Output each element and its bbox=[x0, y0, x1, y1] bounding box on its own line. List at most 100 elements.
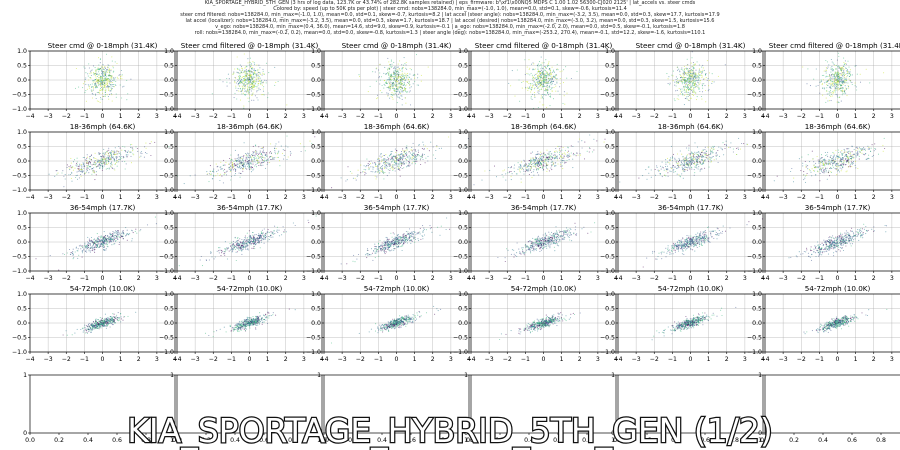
scatter-point bbox=[389, 67, 391, 69]
scatter-point bbox=[663, 169, 665, 171]
scatter-point bbox=[248, 94, 250, 96]
scatter-point bbox=[549, 68, 551, 70]
scatter-point bbox=[80, 165, 82, 167]
subplot-title: 18-36mph (64.6K) bbox=[70, 122, 136, 131]
scatter-point bbox=[681, 173, 683, 175]
scatter-point bbox=[110, 153, 112, 155]
scatter-point bbox=[679, 93, 681, 95]
scatter-point bbox=[693, 92, 695, 94]
scatter-point bbox=[95, 174, 97, 176]
scatter-point bbox=[544, 82, 546, 84]
scatter-point bbox=[246, 168, 248, 170]
scatter-point bbox=[395, 90, 398, 93]
scatter-point bbox=[558, 145, 560, 147]
scatter-point bbox=[686, 74, 688, 77]
scatter-point bbox=[414, 80, 416, 82]
scatter-point bbox=[556, 81, 558, 83]
scatter-point bbox=[108, 78, 110, 80]
scatter-point bbox=[107, 152, 109, 154]
scatter-point bbox=[397, 153, 399, 156]
scatter-point bbox=[409, 164, 411, 166]
scatter-point bbox=[691, 74, 693, 77]
scatter-point bbox=[86, 165, 88, 167]
scatter-point bbox=[228, 163, 230, 165]
scatter-point bbox=[400, 95, 402, 97]
scatter-point bbox=[107, 154, 109, 156]
scatter-point bbox=[84, 166, 86, 168]
scatter-point bbox=[241, 81, 243, 83]
scatter-point bbox=[375, 165, 378, 167]
scatter-point bbox=[230, 175, 232, 177]
scatter-point bbox=[265, 153, 267, 155]
scatter-point bbox=[94, 73, 96, 75]
scatter-point bbox=[110, 166, 112, 168]
scatter-point bbox=[271, 155, 273, 157]
scatter-point bbox=[251, 93, 253, 95]
scatter-point bbox=[115, 159, 117, 161]
scatter-point bbox=[406, 148, 408, 150]
scatter-point bbox=[712, 152, 714, 154]
scatter-point bbox=[103, 69, 105, 71]
scatter-point bbox=[259, 67, 261, 69]
scatter-point bbox=[247, 89, 249, 91]
scatter-point bbox=[546, 106, 548, 108]
scatter-point bbox=[372, 162, 374, 164]
scatter-point bbox=[108, 73, 110, 75]
scatter-point bbox=[396, 102, 398, 104]
scatter-point bbox=[262, 160, 264, 162]
scatter-point bbox=[392, 169, 394, 171]
scatter-point bbox=[233, 160, 235, 162]
scatter-point bbox=[704, 85, 706, 87]
scatter-point bbox=[394, 68, 396, 70]
scatter-point bbox=[226, 85, 228, 87]
scatter-point bbox=[839, 83, 841, 86]
scatter-point bbox=[840, 84, 843, 86]
scatter-point bbox=[710, 161, 713, 163]
scatter-point bbox=[529, 161, 531, 163]
scatter-point bbox=[145, 147, 147, 149]
scatter-point bbox=[118, 152, 120, 154]
scatter-point bbox=[269, 158, 272, 161]
scatter-point bbox=[698, 157, 700, 160]
x-tick-label: 2 bbox=[431, 194, 435, 201]
scatter-point bbox=[380, 170, 382, 172]
scatter-point bbox=[246, 70, 248, 72]
scatter-point bbox=[545, 81, 547, 83]
scatter-point bbox=[695, 99, 698, 101]
scatter-point bbox=[558, 157, 561, 159]
scatter-point bbox=[393, 67, 395, 70]
scatter-point bbox=[242, 92, 244, 94]
scatter-point bbox=[545, 79, 547, 81]
scatter-point bbox=[686, 87, 689, 90]
scatter-point bbox=[260, 81, 262, 83]
scatter-point bbox=[838, 67, 841, 69]
y-tick-label: 1.0 bbox=[458, 48, 468, 55]
scatter-point bbox=[537, 161, 539, 163]
scatter-point bbox=[258, 64, 260, 66]
scatter-point bbox=[529, 83, 532, 85]
scatter-point bbox=[548, 61, 550, 63]
scatter-point bbox=[85, 100, 87, 102]
scatter-point bbox=[836, 94, 838, 96]
scatter-point bbox=[104, 91, 106, 93]
scatter-point bbox=[248, 90, 250, 92]
scatter-point bbox=[264, 79, 266, 81]
scatter-point bbox=[528, 168, 530, 170]
scatter-point bbox=[846, 76, 848, 78]
scatter-point bbox=[675, 161, 677, 163]
scatter-point bbox=[241, 90, 244, 92]
scatter-point bbox=[415, 54, 418, 56]
scatter-point bbox=[412, 152, 414, 154]
scatter-point bbox=[562, 102, 564, 105]
scatter-point bbox=[833, 75, 836, 77]
scatter-point bbox=[91, 90, 93, 92]
scatter-point bbox=[95, 69, 97, 71]
scatter-point bbox=[391, 82, 393, 84]
scatter-point bbox=[545, 162, 547, 164]
scatter-point bbox=[681, 164, 683, 166]
scatter-point bbox=[683, 80, 686, 82]
scatter-point bbox=[124, 146, 126, 148]
scatter-point bbox=[233, 72, 235, 74]
scatter-point bbox=[396, 76, 398, 78]
scatter-point bbox=[235, 87, 237, 89]
